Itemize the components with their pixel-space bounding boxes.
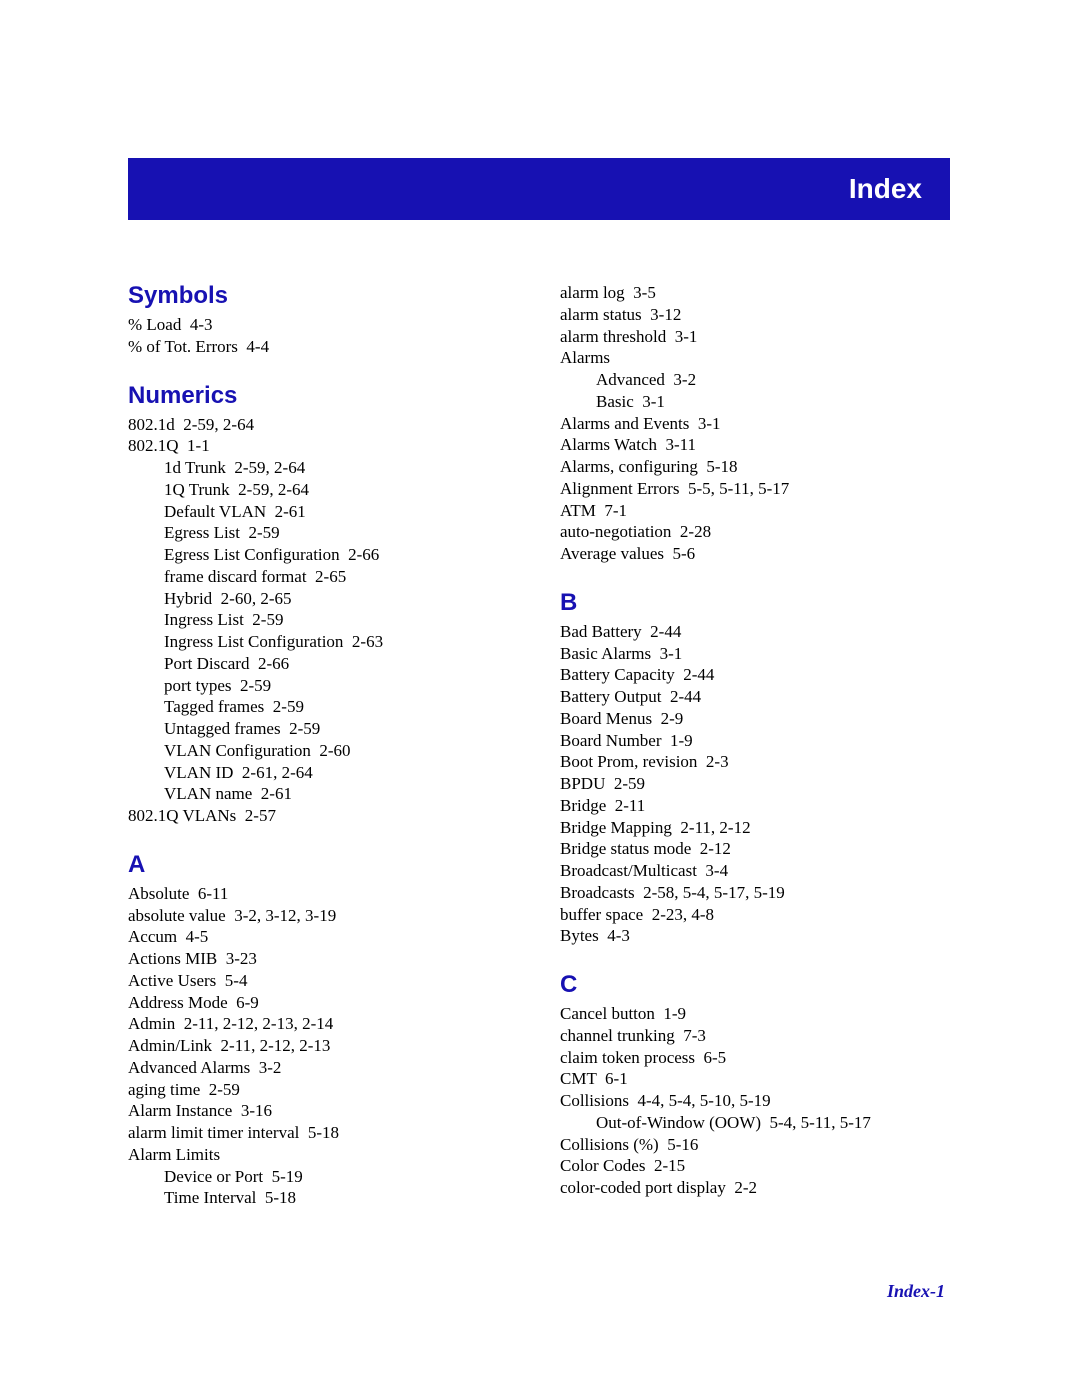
index-entry: VLAN ID 2-61, 2-64 <box>128 762 518 784</box>
index-entry: absolute value 3-2, 3-12, 3-19 <box>128 905 518 927</box>
index-entry: Alarm Limits <box>128 1144 518 1166</box>
index-entry: Egress List 2-59 <box>128 522 518 544</box>
index-entry: Advanced Alarms 3-2 <box>128 1057 518 1079</box>
index-entry: alarm threshold 3-1 <box>560 326 950 348</box>
index-entry: 802.1Q VLANs 2-57 <box>128 805 518 827</box>
index-entry: alarm status 3-12 <box>560 304 950 326</box>
index-entry: Board Menus 2-9 <box>560 708 950 730</box>
index-entry: Ingress List Configuration 2-63 <box>128 631 518 653</box>
index-entry: 802.1Q 1-1 <box>128 435 518 457</box>
entries-a: Absolute 6-11absolute value 3-2, 3-12, 3… <box>128 883 518 1209</box>
section-header-a: A <box>128 851 518 879</box>
index-content: Symbols % Load 4-3% of Tot. Errors 4-4 N… <box>128 282 950 1209</box>
index-entry: Basic 3-1 <box>560 391 950 413</box>
index-entry: Broadcasts 2-58, 5-4, 5-17, 5-19 <box>560 882 950 904</box>
index-banner: Index <box>128 158 950 220</box>
left-column: Symbols % Load 4-3% of Tot. Errors 4-4 N… <box>128 282 518 1209</box>
index-entry: Address Mode 6-9 <box>128 992 518 1014</box>
section-header-b: B <box>560 589 950 617</box>
index-entry: alarm log 3-5 <box>560 282 950 304</box>
section-header-c: C <box>560 971 950 999</box>
index-entry: Bytes 4-3 <box>560 925 950 947</box>
index-entry: % Load 4-3 <box>128 314 518 336</box>
index-entry: Board Number 1-9 <box>560 730 950 752</box>
index-entry: Bridge status mode 2-12 <box>560 838 950 860</box>
index-entry: port types 2-59 <box>128 675 518 697</box>
index-entry: Alignment Errors 5-5, 5-11, 5-17 <box>560 478 950 500</box>
index-entry: channel trunking 7-3 <box>560 1025 950 1047</box>
index-entry: Alarms Watch 3-11 <box>560 434 950 456</box>
index-entry: Actions MIB 3-23 <box>128 948 518 970</box>
index-entry: 1Q Trunk 2-59, 2-64 <box>128 479 518 501</box>
index-entry: Tagged frames 2-59 <box>128 696 518 718</box>
index-entry: Cancel button 1-9 <box>560 1003 950 1025</box>
index-entry: claim token process 6-5 <box>560 1047 950 1069</box>
index-entry: auto-negotiation 2-28 <box>560 521 950 543</box>
page-number: Index-1 <box>887 1281 945 1302</box>
right-column: alarm log 3-5alarm status 3-12alarm thre… <box>560 282 950 1209</box>
section-header-numerics: Numerics <box>128 382 518 410</box>
index-entry: Alarm Instance 3-16 <box>128 1100 518 1122</box>
index-entry: Ingress List 2-59 <box>128 609 518 631</box>
index-entry: Out-of-Window (OOW) 5-4, 5-11, 5-17 <box>560 1112 950 1134</box>
index-entry: Default VLAN 2-61 <box>128 501 518 523</box>
index-entry: Basic Alarms 3-1 <box>560 643 950 665</box>
index-entry: Port Discard 2-66 <box>128 653 518 675</box>
index-entry: aging time 2-59 <box>128 1079 518 1101</box>
index-entry: VLAN name 2-61 <box>128 783 518 805</box>
entries-c: Cancel button 1-9channel trunking 7-3cla… <box>560 1003 950 1199</box>
entries-numerics: 802.1d 2-59, 2-64802.1Q 1-11d Trunk 2-59… <box>128 414 518 827</box>
index-entry: Device or Port 5-19 <box>128 1166 518 1188</box>
index-entry: Color Codes 2-15 <box>560 1155 950 1177</box>
index-entry: Time Interval 5-18 <box>128 1187 518 1209</box>
index-entry: Bad Battery 2-44 <box>560 621 950 643</box>
index-entry: Active Users 5-4 <box>128 970 518 992</box>
index-entry: Absolute 6-11 <box>128 883 518 905</box>
index-entry: Average values 5-6 <box>560 543 950 565</box>
entries-symbols: % Load 4-3% of Tot. Errors 4-4 <box>128 314 518 358</box>
entries-a-continued: alarm log 3-5alarm status 3-12alarm thre… <box>560 282 950 565</box>
entries-b: Bad Battery 2-44Basic Alarms 3-1Battery … <box>560 621 950 947</box>
index-entry: Alarms <box>560 347 950 369</box>
index-entry: alarm limit timer interval 5-18 <box>128 1122 518 1144</box>
index-entry: Collisions 4-4, 5-4, 5-10, 5-19 <box>560 1090 950 1112</box>
index-entry: Bridge 2-11 <box>560 795 950 817</box>
index-entry: ATM 7-1 <box>560 500 950 522</box>
index-entry: % of Tot. Errors 4-4 <box>128 336 518 358</box>
banner-title: Index <box>849 173 922 205</box>
index-entry: Alarms, configuring 5-18 <box>560 456 950 478</box>
index-entry: Battery Output 2-44 <box>560 686 950 708</box>
index-entry: frame discard format 2-65 <box>128 566 518 588</box>
index-entry: Bridge Mapping 2-11, 2-12 <box>560 817 950 839</box>
index-entry: Collisions (%) 5-16 <box>560 1134 950 1156</box>
index-entry: 802.1d 2-59, 2-64 <box>128 414 518 436</box>
section-header-symbols: Symbols <box>128 282 518 310</box>
index-entry: Accum 4-5 <box>128 926 518 948</box>
index-entry: CMT 6-1 <box>560 1068 950 1090</box>
index-entry: Egress List Configuration 2-66 <box>128 544 518 566</box>
index-entry: Broadcast/Multicast 3-4 <box>560 860 950 882</box>
index-entry: Battery Capacity 2-44 <box>560 664 950 686</box>
index-entry: BPDU 2-59 <box>560 773 950 795</box>
index-entry: Advanced 3-2 <box>560 369 950 391</box>
index-entry: Admin/Link 2-11, 2-12, 2-13 <box>128 1035 518 1057</box>
index-entry: 1d Trunk 2-59, 2-64 <box>128 457 518 479</box>
index-entry: color-coded port display 2-2 <box>560 1177 950 1199</box>
index-entry: VLAN Configuration 2-60 <box>128 740 518 762</box>
index-entry: Boot Prom, revision 2-3 <box>560 751 950 773</box>
index-entry: buffer space 2-23, 4-8 <box>560 904 950 926</box>
index-entry: Hybrid 2-60, 2-65 <box>128 588 518 610</box>
index-entry: Untagged frames 2-59 <box>128 718 518 740</box>
index-entry: Alarms and Events 3-1 <box>560 413 950 435</box>
index-entry: Admin 2-11, 2-12, 2-13, 2-14 <box>128 1013 518 1035</box>
